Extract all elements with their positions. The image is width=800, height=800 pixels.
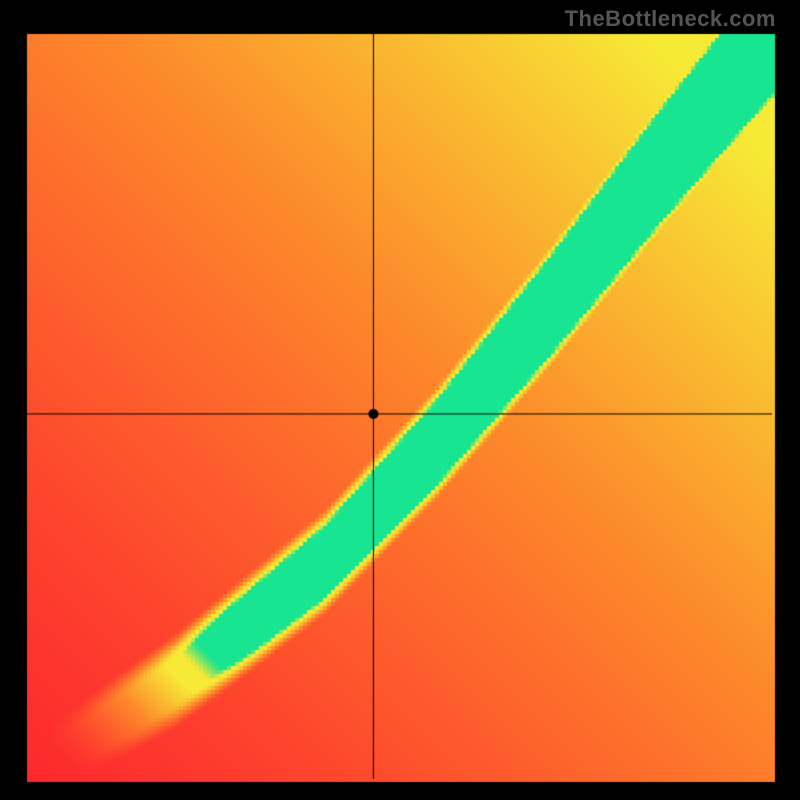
bottleneck-heatmap-canvas [0, 0, 800, 800]
watermark-text: TheBottleneck.com [565, 6, 776, 32]
chart-container: TheBottleneck.com [0, 0, 800, 800]
